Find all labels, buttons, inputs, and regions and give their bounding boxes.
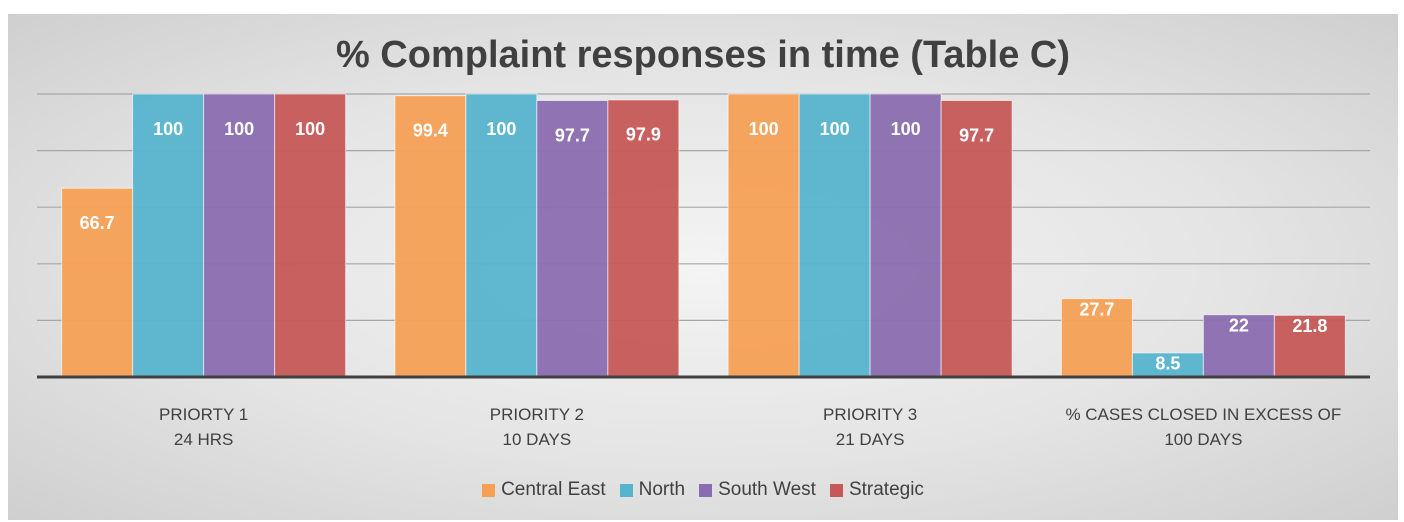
x-tick-label: % CASES CLOSED IN EXCESS OF 100 DAYS (1065, 405, 1342, 449)
value-label: 100 (486, 119, 516, 139)
legend-label: Central East (501, 479, 606, 500)
bar (798, 93, 871, 378)
value-label: 22 (1229, 315, 1249, 335)
legend-item: Central East (482, 479, 606, 501)
legend-swatch (482, 483, 496, 497)
bar (132, 93, 205, 378)
value-label: 21.8 (1292, 316, 1327, 336)
bar (394, 95, 467, 378)
plot: 66.7 100 100 100 99.4 100 97.7 97.9 100 100 100 97.… (37, 93, 1370, 379)
value-label: 100 (224, 119, 254, 139)
bar (727, 93, 800, 378)
value-label: 100 (891, 119, 921, 139)
x-tick-label: PRIORTY 1 24 HRS (159, 405, 249, 449)
legend-swatch (829, 483, 843, 497)
legend-swatch (619, 483, 633, 497)
value-label: 97.9 (626, 125, 661, 145)
value-label: 66.7 (80, 213, 115, 233)
legend-label: North (638, 479, 686, 500)
x-tick-label: PRIORITY 2 10 DAYS (489, 405, 584, 449)
legend-label: South West (718, 479, 816, 500)
value-label: 100 (749, 119, 779, 139)
legend-item: North (619, 479, 686, 501)
value-label: 27.7 (1079, 299, 1114, 319)
value-label: 100 (153, 119, 183, 139)
value-label: 100 (295, 119, 325, 139)
legend-item: Strategic (829, 479, 924, 501)
legend-swatch (699, 483, 713, 497)
bar (940, 100, 1013, 378)
bar (869, 93, 942, 378)
bar (465, 93, 538, 378)
legend: Central East North South West Strategic (8, 479, 1398, 501)
value-label: 97.7 (555, 125, 590, 145)
value-label: 100 (820, 119, 850, 139)
bar (1060, 298, 1133, 378)
value-label: 99.4 (413, 120, 448, 140)
value-label: 97.7 (959, 125, 994, 145)
bar (1202, 314, 1275, 378)
legend-item: South West (699, 479, 816, 501)
bar (536, 100, 609, 378)
value-label: 8.5 (1155, 354, 1180, 374)
chart-title: % Complaint responses in time (Table C) (335, 34, 1071, 76)
chart-panel: % Complaint responses in time (Table C) … (8, 14, 1398, 520)
x-tick-label: PRIORITY 3 21 DAYS (823, 405, 918, 449)
bar (607, 99, 680, 378)
bar (274, 93, 347, 378)
legend-label: Strategic (848, 479, 924, 500)
